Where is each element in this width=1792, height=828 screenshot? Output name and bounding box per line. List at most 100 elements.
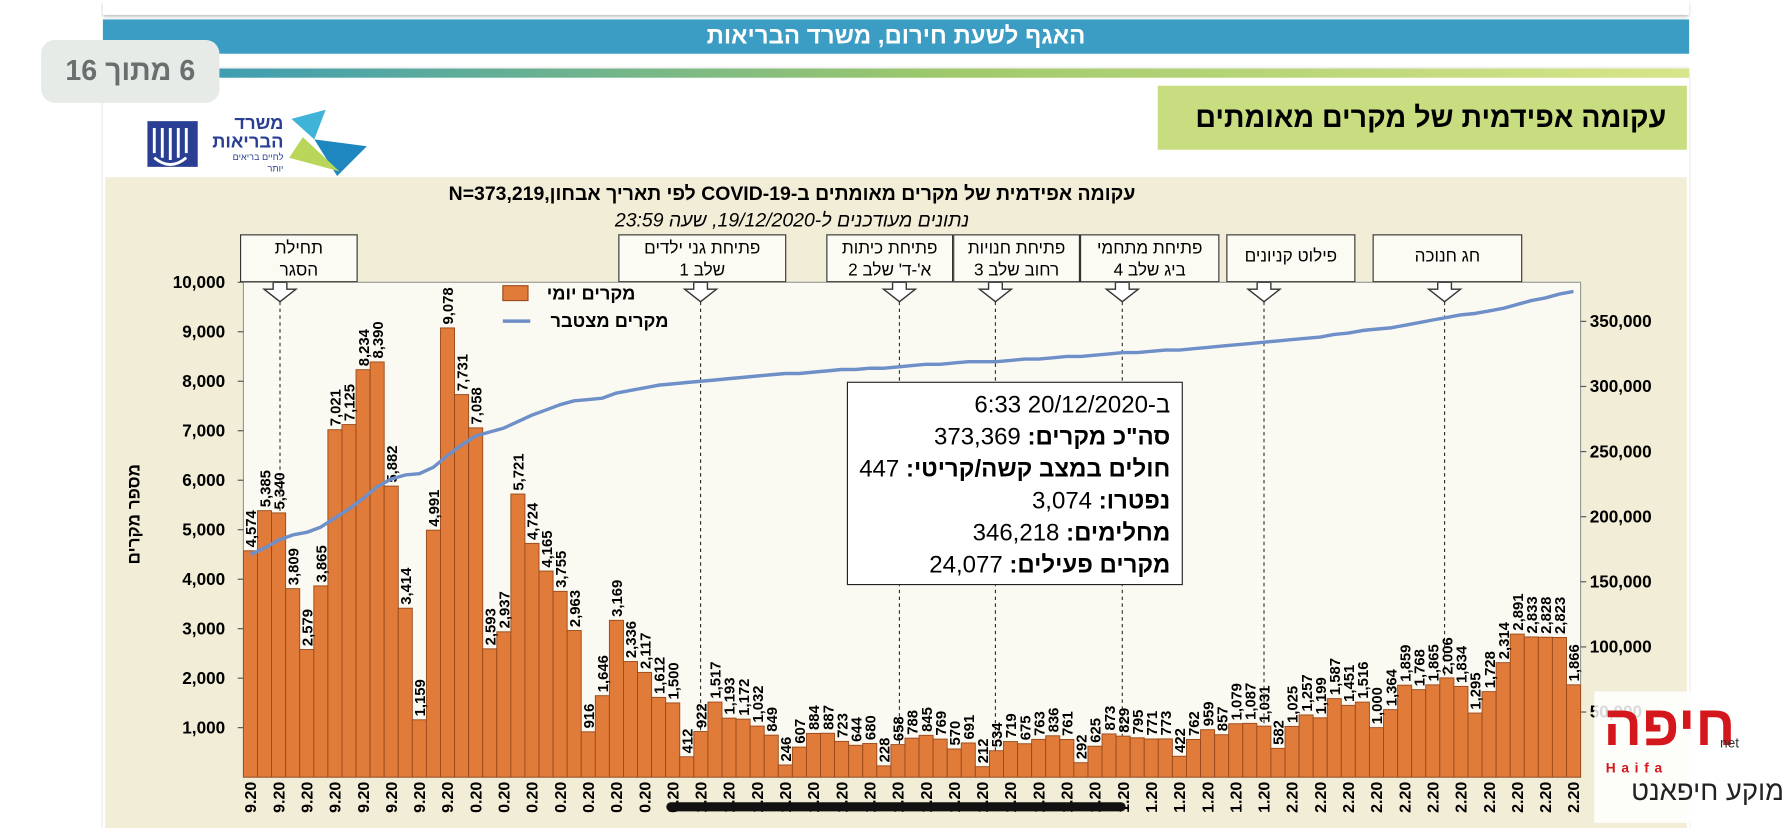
- value-label: 829: [1117, 708, 1133, 733]
- value-label: 2,006: [1441, 637, 1457, 674]
- value-label: 4,991: [427, 490, 443, 527]
- watermark-main: חיפה: [1603, 693, 1736, 758]
- x-tick-label: 2.20: [1285, 782, 1302, 813]
- value-label: 691: [962, 715, 978, 740]
- value-label: 1,646: [596, 655, 612, 692]
- annotation-line: תחילת: [274, 238, 323, 259]
- info-row: מקרים פעילים: 24,077: [848, 550, 1170, 582]
- x-tick-label: 0.20: [581, 782, 598, 813]
- value-label: 1,087: [1244, 683, 1260, 720]
- value-label: 212: [976, 738, 992, 763]
- value-label: 3,809: [286, 548, 302, 585]
- x-tick-label: 0.20: [637, 782, 654, 813]
- value-label: 3,414: [399, 567, 415, 605]
- x-tick-label: 2.20: [1566, 782, 1583, 813]
- value-label: 8,234: [357, 328, 373, 366]
- value-label: 884: [807, 704, 823, 730]
- value-label: 959: [1201, 701, 1217, 726]
- watermark-latin: Haifa: [1605, 759, 1668, 776]
- chart-title: עקומה אפידמית של מקרים מאומתים ב-COVID-1…: [448, 182, 1136, 205]
- bar: [1439, 677, 1455, 778]
- line: [249, 289, 1574, 556]
- x-tick-label: 9.20: [271, 782, 288, 813]
- info-value: 24,077: [929, 551, 1003, 579]
- value-label: 845: [920, 707, 936, 732]
- value-label: 2,593: [483, 608, 499, 645]
- info-label: סה"כ מקרים:: [1027, 423, 1171, 451]
- x-tick-label: 1.20: [1200, 782, 1217, 813]
- value-label: 1,612: [652, 657, 668, 694]
- bar: [848, 744, 864, 778]
- x-tick-label: 9.20: [384, 782, 401, 813]
- value-label: 5,721: [512, 453, 528, 490]
- value-label: 1,193: [723, 678, 739, 715]
- bar: [1214, 734, 1230, 778]
- value-label: 719: [1004, 713, 1020, 738]
- bar: [1157, 738, 1173, 778]
- x-tick-label: 9.20: [243, 782, 260, 813]
- x-tick-label: 9.20: [328, 782, 345, 813]
- value-label: 1,172: [737, 679, 753, 716]
- banner: האגף לשעת חירום, משרד הבריאות: [102, 19, 1690, 54]
- info-label: מקרים פעילים:: [1009, 551, 1171, 579]
- accent-stripe: [205, 68, 1690, 78]
- leaf: [314, 139, 367, 176]
- info-value: 346,218: [972, 519, 1060, 547]
- bar: [1045, 735, 1061, 778]
- x-tick-label: 9.20: [440, 782, 457, 813]
- value-label: 788: [906, 710, 922, 735]
- x-tick-label: 1.20: [1172, 782, 1189, 813]
- value-label: 2,336: [624, 621, 640, 658]
- bar: [341, 424, 357, 778]
- info-label: מחלימים:: [1066, 519, 1171, 547]
- bar: [749, 725, 765, 778]
- value-label: 1,032: [751, 685, 767, 722]
- leaf: [291, 109, 326, 140]
- bar: [1425, 684, 1441, 778]
- bar: [369, 361, 385, 778]
- value-label: 2,833: [1525, 596, 1541, 633]
- value-label: 849: [765, 707, 781, 732]
- y-tick-label: 8,000: [182, 371, 225, 391]
- value-label: 761: [1061, 711, 1077, 736]
- bar: [665, 702, 681, 778]
- bar: [946, 748, 962, 778]
- bar: [1200, 729, 1216, 778]
- x-tick-label: 1.20: [1257, 782, 1274, 813]
- value-label: 1,451: [1342, 665, 1358, 702]
- annotation-line: שלב 1: [679, 260, 726, 280]
- value-label: 763: [1032, 711, 1048, 736]
- scrollbar: [666, 802, 1126, 812]
- arrow: [1426, 281, 1463, 303]
- value-label: 422: [1173, 728, 1189, 753]
- y-tick-label: 7,000: [182, 420, 225, 440]
- value-label: 2,579: [300, 609, 316, 646]
- x-tick-label: 2.20: [1369, 782, 1386, 813]
- bar: [735, 718, 751, 778]
- annotation: תחילת הסגר: [239, 234, 358, 283]
- bar: [1017, 743, 1033, 778]
- value-label: 570: [948, 721, 964, 746]
- value-label: 1,031: [1258, 686, 1274, 723]
- value-label: 2,937: [498, 591, 514, 628]
- y2-tick-label: 250,000: [1590, 441, 1652, 461]
- value-label: 5,385: [258, 470, 274, 507]
- value-label: 3,865: [315, 545, 331, 582]
- x-tick-label: 2.20: [1341, 782, 1358, 813]
- y2-tick-label: 200,000: [1590, 506, 1652, 526]
- value-label: 1,834: [1455, 645, 1471, 683]
- annotation-line: פתיחת חנויות: [967, 238, 1066, 259]
- value-label: 228: [878, 738, 894, 763]
- value-label: 916: [582, 704, 598, 729]
- bar: [397, 607, 413, 778]
- bar: [1523, 636, 1539, 778]
- x-tick-label: 9.20: [412, 782, 429, 813]
- bar: [524, 542, 540, 778]
- bar: [1537, 636, 1553, 778]
- x-tick-label: 2.20: [1482, 782, 1499, 813]
- annotation: פתיחת כיתות א'-ד' שלב 2: [826, 234, 954, 283]
- value-label: 680: [863, 715, 879, 740]
- bar: [763, 734, 779, 778]
- value-label: 1,865: [1426, 644, 1442, 681]
- value-label: 1,000: [1370, 687, 1386, 724]
